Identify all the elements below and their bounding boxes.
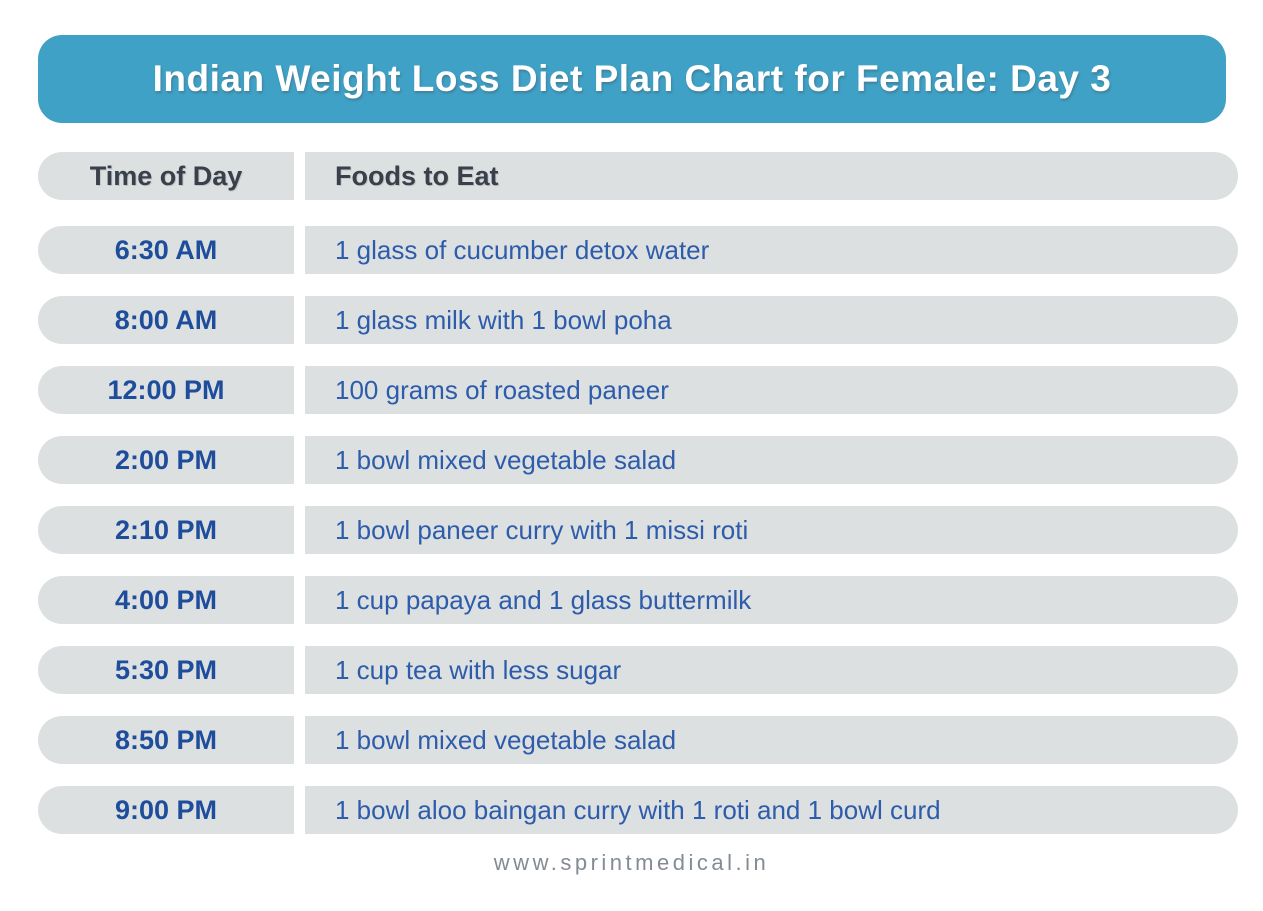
food-cell: 100 grams of roasted paneer xyxy=(305,366,1238,414)
time-cell: 9:00 PM xyxy=(38,786,294,834)
table-row: 2:10 PM 1 bowl paneer curry with 1 missi… xyxy=(38,506,1238,554)
time-cell: 8:50 PM xyxy=(38,716,294,764)
food-value: 100 grams of roasted paneer xyxy=(335,374,669,405)
food-value: 1 cup papaya and 1 glass buttermilk xyxy=(335,584,752,615)
time-cell: 5:30 PM xyxy=(38,646,294,694)
time-value: 8:00 AM xyxy=(114,304,218,335)
time-cell: 2:00 PM xyxy=(38,436,294,484)
table-row: 8:00 AM 1 glass milk with 1 bowl poha xyxy=(38,296,1238,344)
time-cell: 4:00 PM xyxy=(38,576,294,624)
website-url: www.sprintmedical.in xyxy=(493,850,770,875)
food-value: 1 glass of cucumber detox water xyxy=(335,234,710,265)
column-header-time: Time of Day xyxy=(38,152,294,200)
time-value: 6:30 AM xyxy=(114,234,218,265)
food-cell: 1 bowl paneer curry with 1 missi roti xyxy=(305,506,1238,554)
page-title: Indian Weight Loss Diet Plan Chart for F… xyxy=(152,58,1112,99)
food-cell: 1 bowl aloo baingan curry with 1 roti an… xyxy=(305,786,1238,834)
time-value: 9:00 PM xyxy=(114,794,218,825)
time-value: 4:00 PM xyxy=(114,584,218,615)
footer: www.sprintmedical.in xyxy=(0,850,1263,876)
table-row: 6:30 AM 1 glass of cucumber detox water xyxy=(38,226,1238,274)
food-cell: 1 bowl mixed vegetable salad xyxy=(305,716,1238,764)
food-value: 1 bowl mixed vegetable salad xyxy=(335,444,677,475)
food-value: 1 bowl paneer curry with 1 missi roti xyxy=(335,514,749,545)
time-value: 2:00 PM xyxy=(114,444,218,475)
time-cell: 12:00 PM xyxy=(38,366,294,414)
time-cell: 8:00 AM xyxy=(38,296,294,344)
table-header-row: Time of Day Foods to Eat xyxy=(38,152,1238,200)
time-cell: 2:10 PM xyxy=(38,506,294,554)
food-value: 1 glass milk with 1 bowl poha xyxy=(335,304,672,335)
food-cell: 1 bowl mixed vegetable salad xyxy=(305,436,1238,484)
food-value: 1 bowl aloo baingan curry with 1 roti an… xyxy=(335,794,941,825)
food-value: 1 bowl mixed vegetable salad xyxy=(335,724,677,755)
table-row: 2:00 PM 1 bowl mixed vegetable salad xyxy=(38,436,1238,484)
food-cell: 1 cup tea with less sugar xyxy=(305,646,1238,694)
diet-table: Time of Day Foods to Eat 6:30 AM 1 glass… xyxy=(38,152,1238,856)
time-value: 2:10 PM xyxy=(114,514,218,545)
table-row: 9:00 PM 1 bowl aloo baingan curry with 1… xyxy=(38,786,1238,834)
food-cell: 1 cup papaya and 1 glass buttermilk xyxy=(305,576,1238,624)
food-cell: 1 glass of cucumber detox water xyxy=(305,226,1238,274)
table-row: 8:50 PM 1 bowl mixed vegetable salad xyxy=(38,716,1238,764)
column-header-foods: Foods to Eat xyxy=(305,152,1238,200)
time-value: 8:50 PM xyxy=(114,724,218,755)
time-value: 12:00 PM xyxy=(107,374,225,405)
table-row: 5:30 PM 1 cup tea with less sugar xyxy=(38,646,1238,694)
time-value: 5:30 PM xyxy=(114,654,218,685)
time-cell: 6:30 AM xyxy=(38,226,294,274)
food-value: 1 cup tea with less sugar xyxy=(335,654,622,685)
title-banner: Indian Weight Loss Diet Plan Chart for F… xyxy=(38,35,1226,123)
table-row: 12:00 PM 100 grams of roasted paneer xyxy=(38,366,1238,414)
table-row: 4:00 PM 1 cup papaya and 1 glass butterm… xyxy=(38,576,1238,624)
food-cell: 1 glass milk with 1 bowl poha xyxy=(305,296,1238,344)
